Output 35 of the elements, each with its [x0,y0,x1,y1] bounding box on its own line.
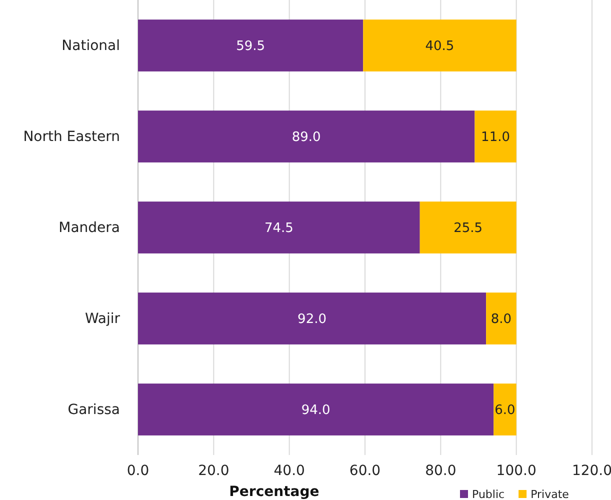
legend-label: Private [530,488,570,500]
bar [138,20,364,72]
x-tick-label: 0.0 [126,462,150,479]
bar [363,20,516,72]
y-tick-label: National [62,38,120,54]
x-tick-label: 20.0 [198,462,230,479]
x-tick-label: 40.0 [274,462,305,479]
data-label: 89.0 [292,130,321,146]
data-label: 25.5 [454,221,483,236]
bar [138,202,420,254]
bar [494,384,516,436]
data-label: 92.0 [298,312,327,328]
y-tick-label: North Eastern [23,128,120,145]
bar [474,110,516,162]
x-tick-label: 120.0 [572,462,611,479]
data-label: 40.5 [425,39,454,54]
x-tick-label: 100.0 [496,462,536,479]
data-label: 11.0 [481,130,510,146]
y-tick-label: Garissa [68,402,120,418]
bar [138,384,494,436]
bar [486,292,516,344]
legend-label: Public [472,488,505,500]
data-label: 59.5 [236,39,266,54]
x-tick-label: 60.0 [349,462,381,479]
bar [420,202,516,254]
data-label: 8.0 [490,312,512,328]
y-tick-label: Wajir [84,310,120,327]
x-axis-title: Percentage [229,484,320,500]
data-label: 94.0 [301,403,330,418]
data-label: 74.5 [264,221,294,236]
data-label: 6.0 [494,403,516,418]
bar [138,292,486,344]
x-tick-label: 80.0 [425,462,456,479]
y-tick-label: Mandera [58,220,120,236]
bar [138,110,475,162]
